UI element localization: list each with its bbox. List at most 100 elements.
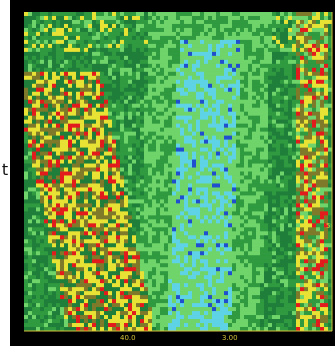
heatmap-cell [268, 12, 273, 17]
heatmap-cell [152, 23, 157, 29]
heatmap-cell [296, 99, 301, 105]
heatmap-cell [116, 23, 121, 29]
heatmap-cell [88, 183, 93, 188]
heatmap-cell [32, 35, 37, 41]
heatmap-cell [152, 235, 157, 240]
heatmap-cell [36, 195, 41, 200]
heatmap-cell [152, 83, 157, 89]
heatmap-cell [72, 211, 77, 216]
heatmap-cell [272, 259, 277, 264]
heatmap-cell [180, 31, 185, 37]
heatmap-cell [312, 231, 317, 236]
heatmap-cell [184, 127, 189, 133]
heatmap-cell [136, 55, 141, 61]
heatmap-cell [24, 219, 29, 224]
heatmap-cell [64, 223, 69, 228]
heatmap-cell [76, 251, 81, 256]
heatmap-cell [52, 139, 57, 144]
heatmap-cell [200, 163, 205, 168]
heatmap-cell [180, 107, 185, 113]
heatmap-cell [64, 123, 69, 129]
heatmap-cell [104, 147, 109, 152]
heatmap-cell [188, 59, 193, 65]
heatmap-cell [244, 167, 249, 172]
heatmap-cell [120, 199, 125, 204]
heatmap-cell [276, 179, 281, 184]
heatmap-cell [24, 139, 29, 144]
heatmap-cell [84, 219, 89, 224]
heatmap-cell [208, 115, 213, 121]
heatmap-cell [24, 75, 29, 81]
heatmap-cell [248, 179, 253, 184]
heatmap-cell [312, 143, 317, 148]
heatmap-cell [52, 219, 57, 224]
heatmap-cell [52, 27, 57, 33]
heatmap-cell [256, 199, 261, 204]
heatmap-cell [52, 155, 57, 160]
heatmap-cell [212, 15, 217, 21]
heatmap-cell [316, 15, 321, 21]
heatmap-cell [168, 143, 173, 148]
heatmap-cell [300, 167, 305, 172]
heatmap-cell [148, 27, 153, 33]
heatmap-cell [272, 27, 277, 33]
heatmap-cell [236, 187, 241, 192]
heatmap-cell [272, 163, 277, 168]
heatmap-cell [36, 127, 41, 133]
heatmap-cell [192, 267, 197, 272]
heatmap-cell [40, 195, 45, 200]
heatmap-cell [268, 263, 273, 268]
heatmap-cell [256, 23, 261, 29]
heatmap-cell [316, 139, 321, 144]
heatmap-cell [312, 127, 317, 133]
heatmap-cell [56, 143, 61, 148]
heatmap-cell [160, 215, 165, 220]
heatmap-cell [144, 163, 149, 168]
heatmap-cell [196, 51, 201, 57]
heatmap-cell [204, 263, 209, 268]
heatmap-cell [260, 47, 265, 53]
heatmap-cell [108, 51, 113, 57]
heatmap-cell [236, 83, 241, 89]
heatmap-cell [140, 263, 145, 268]
heatmap-cell [180, 131, 185, 137]
heatmap-cell [308, 103, 313, 109]
heatmap-cell [48, 179, 53, 184]
heatmap-cell [272, 123, 277, 129]
heatmap-cell [292, 255, 297, 260]
heatmap-cell [232, 235, 237, 240]
heatmap-cell [112, 183, 117, 188]
heatmap-cell [256, 255, 261, 260]
heatmap-cell [244, 235, 249, 240]
heatmap-cell [296, 235, 301, 240]
heatmap-cell [292, 43, 297, 49]
heatmap-cell [36, 255, 41, 260]
heatmap-cell [140, 235, 145, 240]
heatmap-cell [36, 223, 41, 228]
heatmap-cell [272, 231, 277, 236]
heatmap-cell [192, 235, 197, 240]
heatmap-cell [32, 123, 37, 129]
heatmap-cell [204, 79, 209, 85]
heatmap-cell [28, 171, 33, 176]
heatmap-cell [220, 175, 225, 180]
heatmap-cell [68, 251, 73, 256]
heatmap-cell [192, 147, 197, 152]
heatmap-cell [176, 103, 181, 109]
heatmap-cell [152, 211, 157, 216]
heatmap-cell [240, 235, 245, 240]
heatmap-cell [44, 127, 49, 133]
heatmap-cell [128, 195, 133, 200]
heatmap-cell [312, 63, 317, 69]
heatmap-cell [252, 239, 257, 244]
heatmap-cell [324, 119, 329, 125]
heatmap-cell [184, 51, 189, 57]
heatmap-cell [252, 263, 257, 268]
heatmap-cell [320, 12, 325, 17]
heatmap-cell [328, 163, 333, 168]
heatmap-cell [32, 155, 37, 160]
heatmap-cell [200, 159, 205, 164]
heatmap-cell [76, 99, 81, 105]
heatmap-cell [64, 151, 69, 156]
heatmap-cell [108, 39, 113, 45]
